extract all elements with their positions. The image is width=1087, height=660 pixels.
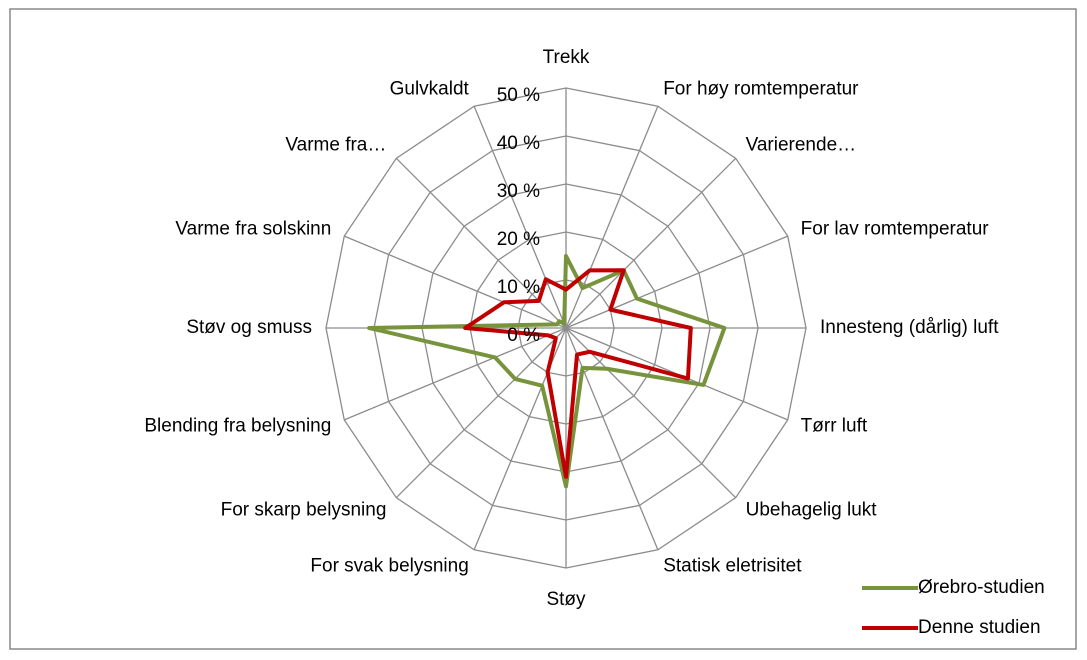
tick-label: 40 % (497, 133, 540, 154)
category-label: Blending fra belysning (144, 416, 331, 437)
tick-label: 10 % (497, 277, 540, 298)
category-label: Varme fra… (285, 135, 386, 156)
tick-label: 0 % (507, 325, 540, 346)
legend-label: Ørebro-studien (918, 577, 1045, 598)
category-label: For høy romtemperatur (663, 79, 859, 100)
category-label: Innesteng (dårlig) luft (820, 317, 999, 338)
category-label: Varme fra solskinn (175, 218, 331, 239)
category-label: Ubehagelig lukt (746, 499, 878, 520)
spoke (344, 235, 567, 329)
category-label: For skarp belysning (221, 499, 387, 520)
category-label: Varierende… (746, 135, 857, 156)
spoke (395, 327, 567, 499)
tick-label: 30 % (497, 181, 540, 202)
category-label: Støy (546, 589, 586, 610)
category-label: For lav romtemperatur (801, 218, 990, 239)
category-label: Statisk eletrisitet (663, 555, 802, 576)
series-line (463, 268, 693, 479)
tick-label: 50 % (497, 85, 540, 106)
spoke (565, 106, 659, 329)
category-label: For svak belysning (310, 555, 468, 576)
category-label: Gulvkaldt (390, 79, 470, 100)
spoke (344, 327, 567, 421)
category-label: Støv og smuss (186, 317, 312, 338)
chart-frame (9, 8, 1077, 650)
spoke (565, 327, 737, 499)
legend-label: Denne studien (918, 617, 1041, 638)
category-label: Trekk (543, 47, 590, 68)
spoke (473, 106, 567, 329)
series-line (367, 254, 727, 489)
spoke (565, 327, 659, 550)
category-label: Tørr luft (801, 416, 868, 437)
spoke (565, 235, 788, 329)
tick-label: 20 % (497, 229, 540, 250)
spoke (565, 157, 737, 329)
